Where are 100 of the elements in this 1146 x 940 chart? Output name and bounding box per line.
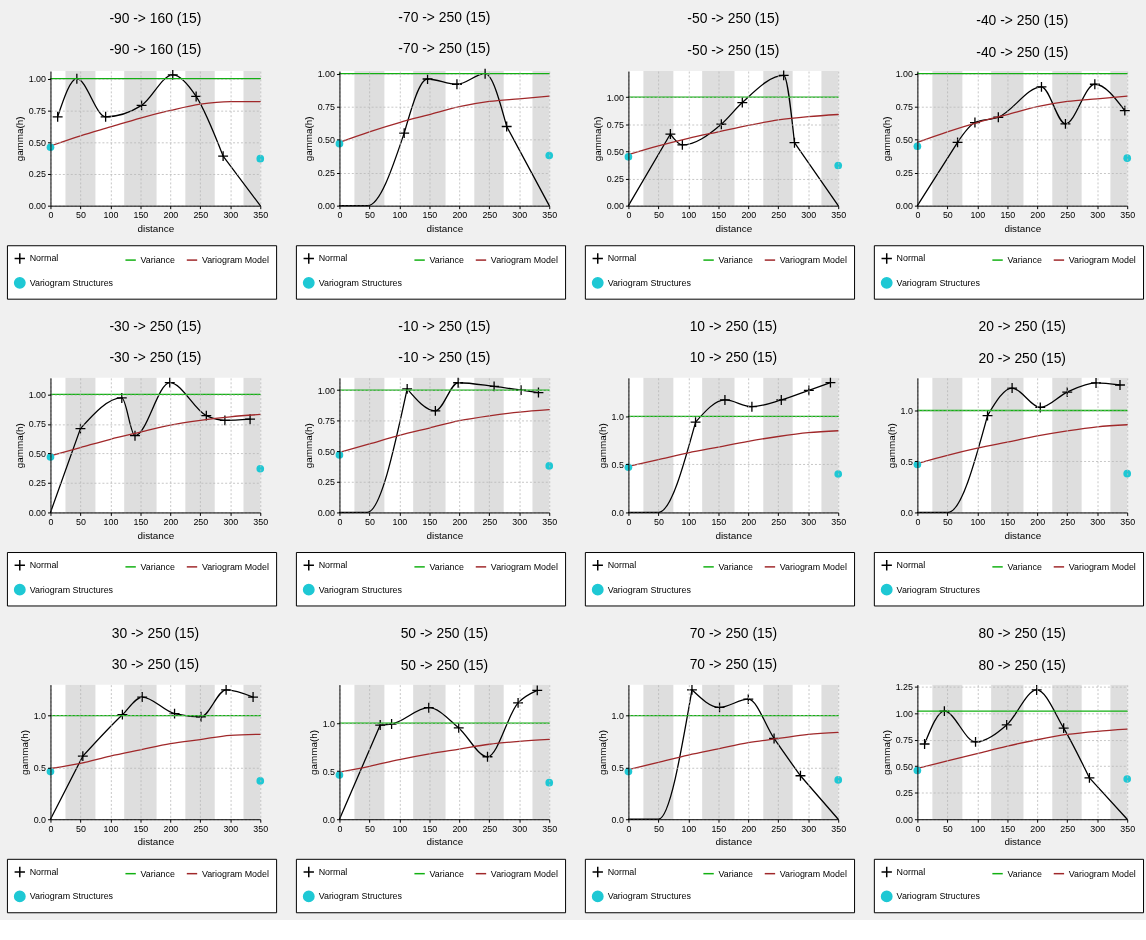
- y-tick-label: 0.0: [611, 507, 625, 518]
- y-tick-label: 0.50: [606, 146, 625, 157]
- x-tick-label: 100: [970, 210, 986, 221]
- x-tick-label: 250: [1060, 516, 1076, 527]
- x-tick-label: 350: [1120, 823, 1136, 834]
- x-tick-label: 0: [915, 210, 921, 221]
- y-tick-label: 0.25: [28, 478, 47, 489]
- x-tick-label: 200: [452, 516, 468, 527]
- y-tick-label: 0.00: [317, 201, 336, 212]
- x-tick-label: 350: [831, 823, 847, 834]
- y-tick-label: 0.5: [322, 766, 336, 777]
- legend-label: Normal: [607, 560, 637, 571]
- legend-label: Variance: [1007, 561, 1042, 572]
- y-tick-label: 0.25: [895, 788, 913, 799]
- x-tick-label: 0: [626, 210, 632, 221]
- x-tick-label: 250: [482, 516, 498, 527]
- x-tick-label: 0: [337, 516, 343, 527]
- x-tick-label: 250: [1060, 823, 1076, 834]
- y-tick-label: 0.75: [895, 102, 913, 113]
- legend-label: Variogram Structures: [607, 277, 692, 288]
- legend-label: Variance: [429, 561, 464, 572]
- chart-title: -40 -> 250 (15): [976, 12, 1069, 29]
- y-tick-label: 0.50: [317, 135, 336, 146]
- legend-label: Variogram Structures: [607, 584, 692, 595]
- legend-label: Variance: [1007, 868, 1042, 879]
- x-tick-label: 350: [542, 823, 558, 834]
- y-axis-title: gamma(h): [13, 423, 25, 469]
- y-tick-label: 1.00: [317, 69, 336, 80]
- legend-label: Normal: [896, 560, 926, 571]
- y-tick-label: 0.50: [28, 137, 47, 148]
- x-tick-label: 350: [542, 210, 558, 221]
- legend-label: Variogram Model: [779, 868, 847, 879]
- y-tick-label: 0.75: [28, 105, 47, 116]
- y-axis-title: gamma(h): [13, 116, 25, 162]
- x-axis-title: distance: [137, 836, 175, 848]
- chart-subtitle: -40 -> 250 (15): [976, 43, 1069, 60]
- x-tick-label: 150: [1000, 210, 1016, 221]
- legend-label: Variogram Model: [201, 561, 269, 572]
- x-tick-label: 250: [482, 823, 498, 834]
- y-tick-label: 1.25: [895, 682, 913, 693]
- x-tick-label: 100: [392, 210, 408, 221]
- legend-label: Variogram Model: [201, 255, 269, 266]
- x-tick-label: 300: [512, 210, 528, 221]
- x-tick-label: 200: [163, 823, 179, 834]
- x-tick-label: 300: [1090, 516, 1106, 527]
- x-tick-label: 0: [48, 516, 54, 527]
- legend-label: Variogram Structures: [896, 584, 981, 595]
- x-tick-label: 200: [452, 823, 468, 834]
- legend-label: Variogram Structures: [607, 891, 692, 902]
- y-axis-title: gamma(h): [885, 423, 897, 469]
- x-tick-label: 150: [422, 516, 438, 527]
- chart-title: -70 -> 250 (15): [398, 8, 491, 25]
- x-tick-label: 300: [801, 823, 817, 834]
- x-tick-label: 50: [364, 823, 375, 834]
- x-tick-label: 150: [133, 823, 149, 834]
- x-tick-label: 150: [422, 823, 438, 834]
- x-tick-label: 150: [422, 210, 438, 221]
- y-tick-label: 0.00: [28, 507, 47, 518]
- legend-label: Variance: [140, 561, 176, 572]
- x-tick-label: 250: [1060, 210, 1076, 221]
- legend-label: Variogram Model: [779, 561, 847, 572]
- x-tick-label: 0: [48, 210, 54, 221]
- x-tick-label: 100: [392, 516, 408, 527]
- legend-label: Normal: [896, 867, 926, 878]
- legend-label: Variogram Model: [201, 868, 269, 879]
- y-tick-label: 1.0: [322, 718, 336, 729]
- legend-label: Variogram Model: [1068, 561, 1136, 572]
- x-tick-label: 150: [1000, 516, 1016, 527]
- x-tick-label: 350: [253, 823, 269, 834]
- x-tick-label: 50: [364, 210, 375, 221]
- legend-label: Normal: [29, 253, 59, 264]
- x-tick-label: 350: [253, 516, 269, 527]
- x-tick-label: 350: [831, 516, 847, 527]
- y-tick-label: 0.75: [895, 735, 913, 746]
- legend-label: Variogram Model: [1068, 868, 1136, 879]
- x-tick-label: 0: [915, 823, 921, 834]
- chart-title: 50 -> 250 (15): [400, 625, 489, 642]
- x-tick-label: 0: [915, 516, 921, 527]
- y-tick-label: 1.00: [895, 69, 913, 80]
- y-tick-label: 0.50: [895, 135, 913, 146]
- x-tick-label: 300: [1090, 210, 1106, 221]
- y-tick-label: 1.0: [900, 405, 913, 416]
- y-tick-label: 0.50: [895, 761, 913, 772]
- y-tick-label: 1.0: [611, 411, 625, 422]
- y-tick-label: 1.00: [606, 92, 625, 103]
- x-tick-label: 300: [801, 210, 817, 221]
- x-tick-label: 200: [741, 823, 757, 834]
- x-tick-label: 50: [653, 210, 664, 221]
- legend-label: Variance: [140, 255, 176, 266]
- chart-subtitle: -10 -> 250 (15): [398, 349, 491, 366]
- x-tick-label: 200: [1030, 210, 1046, 221]
- x-tick-label: 300: [223, 210, 239, 221]
- x-tick-label: 150: [133, 210, 149, 221]
- x-tick-label: 100: [970, 516, 986, 527]
- legend-label: Variance: [718, 255, 753, 266]
- x-tick-label: 50: [942, 210, 953, 221]
- x-axis-title: distance: [426, 222, 464, 234]
- x-tick-label: 350: [831, 210, 847, 221]
- legend-label: Variance: [429, 255, 464, 266]
- x-tick-label: 200: [1030, 823, 1046, 834]
